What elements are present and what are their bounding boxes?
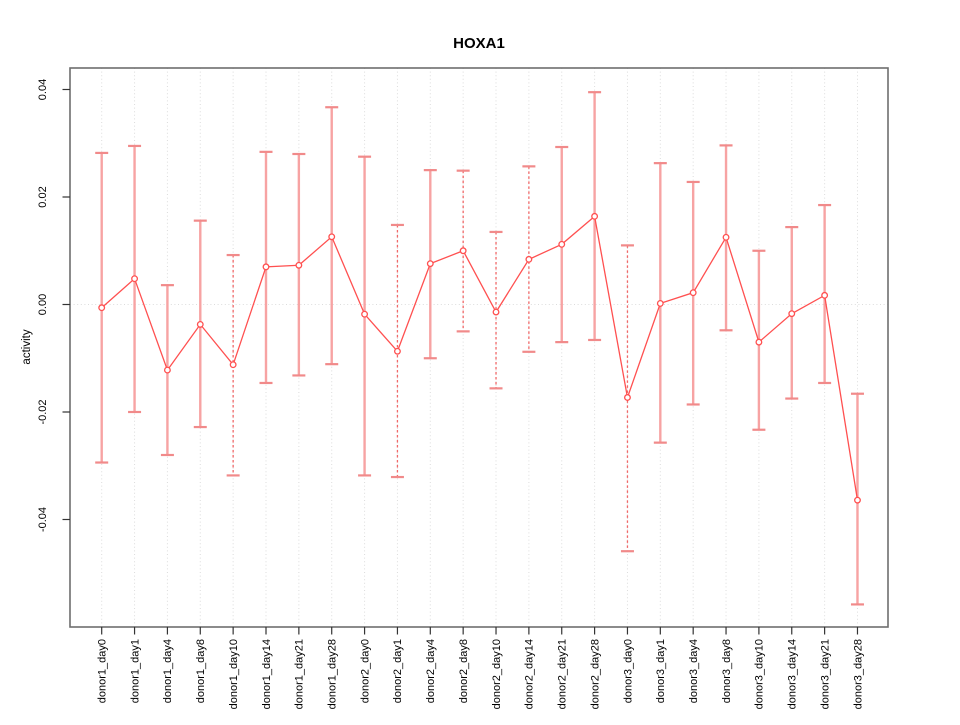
x-tick-label: donor2_day10 (491, 639, 503, 709)
data-point (788, 310, 796, 318)
frame-layer (62, 67, 889, 635)
y-tick-label: 0.00 (37, 294, 49, 315)
x-tick-label: donor1_day1 (129, 639, 141, 703)
data-point (262, 263, 270, 271)
x-tick-label: donor3_day14 (787, 639, 799, 709)
grid-layer (70, 68, 888, 627)
x-tick-label: donor2_day14 (524, 639, 536, 709)
x-tick-label: donor2_day21 (557, 639, 569, 709)
data-point (393, 347, 401, 355)
x-tick-label: donor1_day10 (228, 639, 240, 709)
data-point (591, 212, 599, 220)
y-tick-label: -0.02 (37, 399, 49, 424)
x-tick-label: donor3_day4 (688, 639, 700, 703)
x-tick-label: donor2_day28 (589, 639, 601, 709)
y-tick-label: -0.04 (37, 507, 49, 532)
x-tick-label: donor3_day28 (852, 639, 864, 709)
x-tick-label: donor1_day28 (327, 639, 339, 709)
data-point (558, 240, 566, 248)
x-tick-label: donor1_day14 (261, 639, 273, 709)
data-point (98, 304, 106, 312)
data-point (328, 233, 336, 241)
x-tick-label: donor2_day0 (359, 639, 371, 703)
plot-border (69, 67, 889, 628)
y-tick-label: 0.04 (37, 79, 49, 100)
data-point (361, 310, 369, 318)
series-layer (95, 91, 864, 606)
x-tick-label: donor1_day0 (97, 639, 109, 703)
x-tick-label: donor3_day21 (819, 639, 831, 709)
x-tick-label: donor1_day8 (195, 639, 207, 703)
data-point (755, 338, 763, 346)
data-point (722, 233, 730, 241)
x-tick-label: donor1_day21 (294, 639, 306, 709)
data-point (689, 289, 697, 297)
x-tick-label: donor1_day4 (162, 639, 174, 703)
data-point (163, 366, 171, 374)
data-point (624, 394, 631, 401)
data-point (821, 291, 829, 299)
x-tick-label: donor3_day10 (754, 639, 766, 709)
data-point (854, 496, 861, 504)
data-point (426, 260, 434, 268)
data-point (295, 261, 303, 269)
x-tick-label: donor2_day1 (392, 639, 404, 703)
data-point (459, 247, 467, 255)
x-tick-label: donor2_day8 (458, 639, 470, 703)
y-axis-label: activity (21, 329, 33, 364)
data-point (492, 308, 500, 316)
x-tick-label: donor2_day4 (425, 639, 437, 703)
series-line (101, 215, 859, 501)
data-point (196, 320, 204, 328)
data-point (525, 255, 533, 263)
y-tick-label: 0.02 (37, 186, 49, 207)
label-layer: 0.04 0.02 0.00 -0.02 -0.04 donor1_day0 donor1_… (37, 79, 864, 710)
x-tick-label: donor3_day8 (721, 639, 733, 703)
data-point (656, 299, 664, 307)
data-point (229, 361, 237, 369)
data-point (131, 275, 139, 283)
x-tick-label: donor3_day1 (655, 639, 667, 703)
x-tick-label: donor3_day0 (622, 639, 634, 703)
chart-title: HOXA1 (453, 35, 505, 52)
